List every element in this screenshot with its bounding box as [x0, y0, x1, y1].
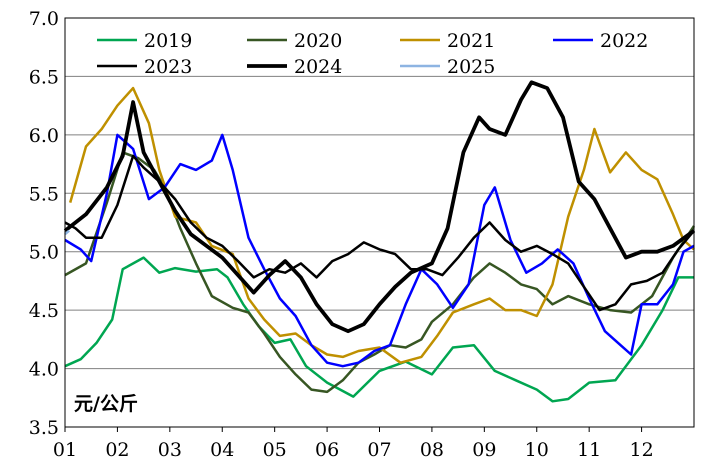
- series-line-2025: [64, 229, 71, 236]
- series-line-2019: [64, 256, 694, 403]
- unit-label: 元/公斤: [74, 393, 138, 415]
- x-tick-label: 11: [577, 439, 601, 461]
- legend-label-2019: 2019: [144, 30, 192, 52]
- y-tick-label: 6.0: [29, 125, 59, 147]
- y-tick-label: 4.5: [29, 300, 59, 322]
- x-tick-label: 06: [315, 439, 339, 461]
- legend-label-2020: 2020: [294, 30, 342, 52]
- x-tick-label: 08: [420, 439, 444, 461]
- x-tick-label: 04: [210, 439, 234, 461]
- legend-label-2021: 2021: [447, 30, 495, 52]
- legend-label-2022: 2022: [600, 30, 648, 52]
- legend-label-2023: 2023: [144, 56, 192, 78]
- x-tick-label: 10: [525, 439, 549, 461]
- series-lines: [63, 80, 696, 403]
- y-tick-label: 7.0: [29, 8, 59, 30]
- x-tick-label: 09: [472, 439, 496, 461]
- x-tick-label: 07: [367, 439, 391, 461]
- x-tick-label: 12: [629, 439, 653, 461]
- grid-lines: [65, 17, 694, 428]
- x-tick-label: 05: [263, 439, 287, 461]
- series-line-2024: [63, 80, 696, 334]
- x-tick-label: 01: [53, 439, 77, 461]
- legend: 2019 2020 2021 2022 2023 2024 2025: [97, 30, 648, 78]
- legend-label-2025: 2025: [447, 56, 495, 78]
- plot-frame: [64, 17, 695, 428]
- y-tick-label: 6.5: [29, 66, 59, 88]
- y-tick-label: 4.0: [29, 359, 59, 381]
- series-line-2022: [64, 133, 695, 368]
- y-tick-label: 5.5: [29, 183, 59, 205]
- x-tick-label: 02: [105, 439, 129, 461]
- y-tick-label: 5.0: [29, 242, 59, 264]
- y-tick-label: 3.5: [29, 417, 59, 439]
- legend-label-2024: 2024: [294, 56, 342, 78]
- x-tick-label: 03: [158, 439, 182, 461]
- y-axis-tick-labels: 3.5 4.0 4.5 5.0 5.5 6.0 6.5 7.0: [29, 8, 59, 439]
- x-axis-tick-labels: 01 02 03 04 05 06 07 08 09 10 11 12: [53, 427, 654, 461]
